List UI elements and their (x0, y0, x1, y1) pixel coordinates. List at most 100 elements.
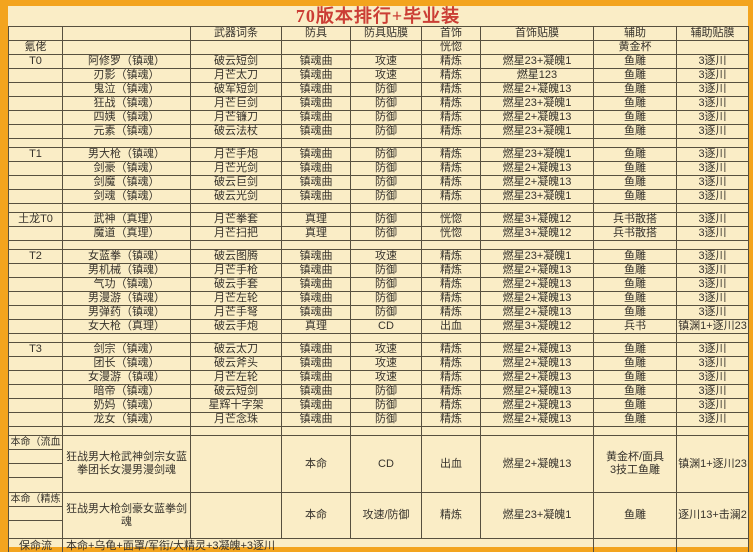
table-cell: 镇魂曲 (281, 356, 351, 371)
table-row: 男弹药（镇魂） 月芒手弩 镇魂曲 防御 精炼 燃星2+凝魄13 鱼雕 3逐川 (8, 305, 749, 320)
table-cell: 镇魂曲 (281, 305, 351, 320)
table-cell: 燃星2+凝魄13 (480, 82, 594, 97)
footer-row: 保命流 本命+乌龟+面罩/军衔/大精灵+3凝魄+3逐川 (8, 538, 749, 552)
table-cell: 鱼雕 (593, 82, 677, 97)
table-cell (281, 40, 351, 55)
table-cell: 燃星23+凝魄1 (480, 96, 594, 111)
table-cell: 防御 (350, 212, 422, 227)
table-cell: T0 (8, 54, 63, 69)
table-cell: 鱼雕 (593, 356, 677, 371)
table-cell: 月芒左轮 (190, 291, 282, 306)
table-cell: 鱼雕 (593, 175, 677, 190)
table-cell: 燃星2+凝魄13 (480, 277, 594, 292)
table-cell (62, 40, 191, 55)
table-cell: 镇魂曲 (281, 147, 351, 162)
table-cell: 3逐川 (676, 384, 749, 399)
table-cell: 3逐川 (676, 342, 749, 357)
table-cell: 月芒太刀 (190, 68, 282, 83)
table-cell (8, 333, 63, 343)
table-cell: 镇魂曲 (281, 249, 351, 264)
spacer-row (8, 138, 749, 148)
table-cell: 燃星2+凝魄13 (480, 291, 594, 306)
table-cell: 破云短剑 (190, 54, 282, 69)
table-cell (8, 370, 63, 385)
table-cell: 破云光剑 (190, 189, 282, 204)
table-cell: 暗帝（镇魂） (62, 384, 191, 399)
table-row: 团长（镇魂） 破云斧头 镇魂曲 攻速 精炼 燃星2+凝魄13 鱼雕 3逐川 (8, 356, 749, 371)
table-cell: 攻速 (350, 68, 422, 83)
table-cell: 3逐川 (676, 291, 749, 306)
column-header: 辅助 (593, 26, 677, 41)
table-cell: 四姨（镇魂） (62, 110, 191, 125)
table-cell: 防御 (350, 277, 422, 292)
table-row: 鬼泣（镇魂） 破军短剑 镇魂曲 防御 精炼 燃星2+凝魄13 鱼雕 3逐川 (8, 82, 749, 97)
table-cell: 狂战男大枪武神剑宗女蓝拳团长女漫男漫剑魂 (62, 435, 191, 493)
table-cell (350, 240, 422, 250)
table-cell (593, 333, 677, 343)
table-cell: 鱼雕 (593, 124, 677, 139)
table-cell: 本命 (281, 435, 351, 493)
table-row: 暗帝（镇魂） 破云短剑 镇魂曲 防御 精炼 燃星2+凝魄13 鱼雕 3逐川 (8, 384, 749, 399)
table-cell: 鱼雕 (593, 291, 677, 306)
table-cell: 精炼 (421, 492, 481, 539)
table-row: 狂战（镇魂） 月芒巨剑 镇魂曲 防御 精炼 燃星23+凝魄1 鱼雕 3逐川 (8, 96, 749, 111)
table-cell: 燃星23+凝魄1 (480, 492, 594, 539)
table-cell: 鱼雕 (593, 305, 677, 320)
column-header: 首饰贴膜 (480, 26, 594, 41)
table-cell: 攻速 (350, 342, 422, 357)
table-cell: 月芒手炮 (190, 147, 282, 162)
table-cell: 燃星2+凝魄13 (480, 384, 594, 399)
table-cell: 男漫游（镇魂） (62, 291, 191, 306)
table-cell: 破云斧头 (190, 356, 282, 371)
table-cell: 精炼 (421, 96, 481, 111)
column-header: 辅助贴膜 (676, 26, 749, 41)
table-cell (281, 333, 351, 343)
table-cell (8, 305, 63, 320)
table-cell: 女蓝拳（镇魂） (62, 249, 191, 264)
table-cell (8, 161, 63, 176)
table-cell: 月芒巨剑 (190, 96, 282, 111)
table-cell: CD (350, 435, 422, 493)
table-cell (62, 138, 191, 148)
table-cell: 精炼 (421, 54, 481, 69)
table-cell: 真理 (281, 319, 351, 334)
table-cell: 3逐川 (676, 263, 749, 278)
table-cell: 燃星2+凝魄13 (480, 435, 594, 493)
table-cell (8, 291, 63, 306)
table-row: T3 剑宗（镇魂） 破云太刀 镇魂曲 攻速 精炼 燃星2+凝魄13 鱼雕 3逐川 (8, 342, 749, 357)
table-cell: 月芒拳套 (190, 212, 282, 227)
table-cell: 鱼雕 (593, 384, 677, 399)
table-cell: 精炼 (421, 263, 481, 278)
table-row: 女大枪（真理） 破云手炮 真理 CD 出血 燃星3+凝魄12 兵书 镇渊1+逐川23 (8, 319, 749, 334)
table-cell (190, 435, 282, 493)
table-cell: 破云巨剑 (190, 175, 282, 190)
table-cell: 防御 (350, 124, 422, 139)
table-cell: 燃星2+凝魄13 (480, 370, 594, 385)
table-cell: 阿修罗（镇魂） (62, 54, 191, 69)
table-cell (676, 40, 749, 55)
table-cell: 3逐川 (676, 398, 749, 413)
table-cell: 镇魂曲 (281, 189, 351, 204)
table-cell: 3逐川 (676, 412, 749, 427)
table-cell (62, 203, 191, 213)
table-cell: 精炼 (421, 189, 481, 204)
table-cell: 攻速 (350, 370, 422, 385)
table-cell: 奶妈（镇魂） (62, 398, 191, 413)
table-cell (676, 240, 749, 250)
table-row: 奶妈（镇魂） 星辉十字架 镇魂曲 防御 精炼 燃星2+凝魄13 鱼雕 3逐川 (8, 398, 749, 413)
table-row: 四姨（镇魂） 月芒镰刀 镇魂曲 防御 精炼 燃星2+凝魄13 鱼雕 3逐川 (8, 110, 749, 125)
table-cell: 精炼 (421, 384, 481, 399)
table-cell (8, 203, 63, 213)
table-cell: 攻速 (350, 356, 422, 371)
table-cell (480, 40, 594, 55)
table-cell: 攻速 (350, 54, 422, 69)
table-cell (480, 333, 594, 343)
table-cell: 3逐川 (676, 189, 749, 204)
table-cell (8, 68, 63, 83)
table-cell (480, 138, 594, 148)
table-row: T0 阿修罗（镇魂） 破云短剑 镇魂曲 攻速 精炼 燃星23+凝魄1 鱼雕 3逐川 (8, 54, 749, 69)
table-background: 70版本排行+毕业装 武器词条 防具 防具贴膜 首饰 首饰贴膜 辅助 辅助贴膜 氪佬 恍惚 黄金… (8, 6, 749, 552)
table-cell: 燃星3+凝魄12 (480, 212, 594, 227)
table-cell: 狂战（镇魂） (62, 96, 191, 111)
table-cell: 镇魂曲 (281, 291, 351, 306)
